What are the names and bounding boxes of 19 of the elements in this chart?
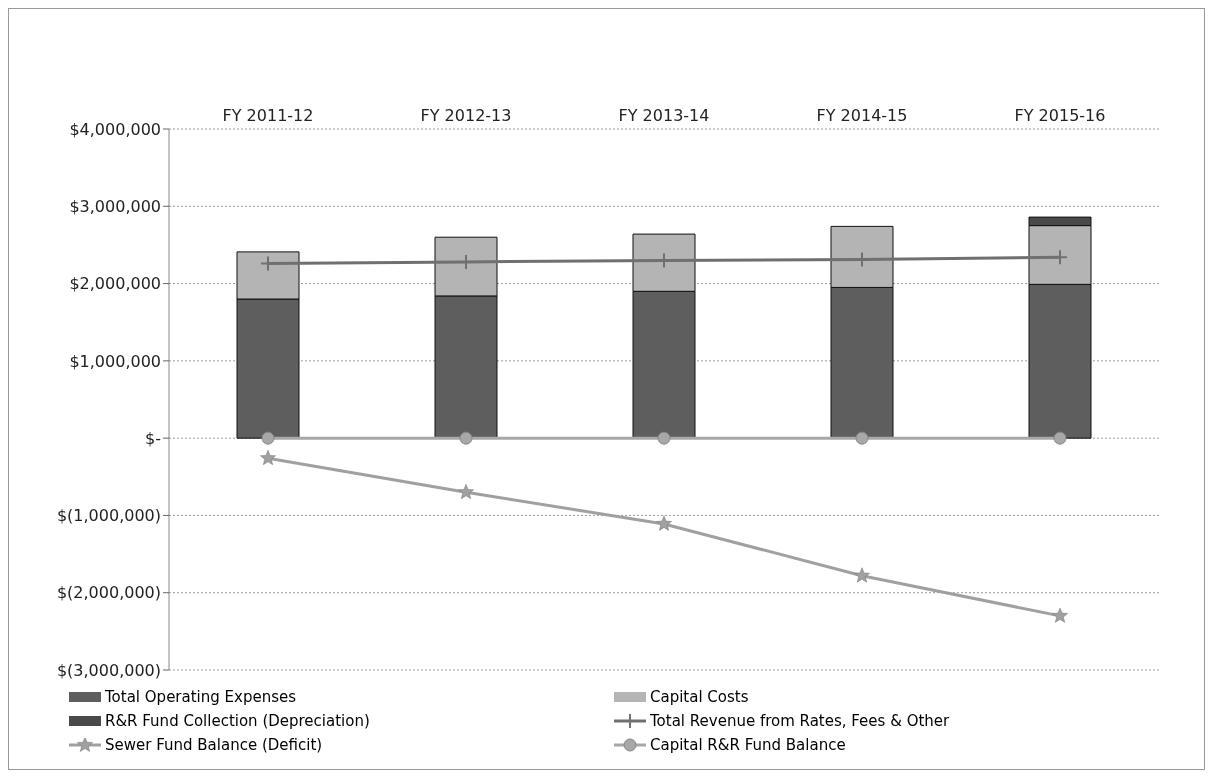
- y-tick-label: $(3,000,000): [56, 660, 161, 680]
- y-tick-label: $3,000,000: [69, 196, 161, 216]
- x-tick-label: FY 2013-14: [618, 106, 710, 125]
- x-tick-label: FY 2014-15: [816, 106, 908, 125]
- legend-label: Sewer Fund Balance (Deficit): [105, 736, 323, 754]
- y-tick-label: $1,000,000: [69, 351, 161, 371]
- legend-label: Capital R&R Fund Balance: [650, 736, 846, 754]
- legend-label: Capital Costs: [650, 688, 749, 706]
- y-tick-label: $(2,000,000): [56, 583, 161, 603]
- y-tick-label: $(1,000,000): [56, 506, 161, 526]
- x-tick-label: FY 2015-16: [1014, 106, 1106, 125]
- y-tick-label: $-: [145, 428, 161, 448]
- y-tick-label: $2,000,000: [69, 274, 161, 294]
- x-tick-label: FY 2011-12: [222, 106, 314, 125]
- legend-label: R&R Fund Collection (Depreciation): [105, 712, 370, 730]
- x-tick-label: FY 2012-13: [420, 106, 512, 125]
- legend-label: Total Operating Expenses: [105, 688, 297, 706]
- y-tick-label: $4,000,000: [69, 119, 161, 139]
- legend-label: Total Revenue from Rates, Fees & Other: [650, 712, 950, 730]
